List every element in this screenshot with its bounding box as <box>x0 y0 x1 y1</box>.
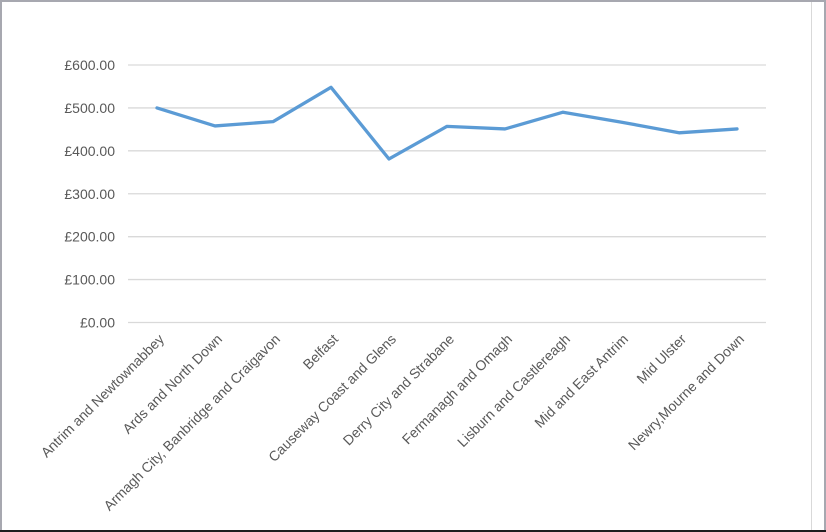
x-tick-label: Newry,Mourne and Down <box>625 331 747 453</box>
y-tick-label: £400.00 <box>64 143 115 159</box>
y-tick-label: £100.00 <box>64 272 115 288</box>
gridlines-group <box>128 64 766 324</box>
x-tick-label: Derry City and Strabane <box>340 331 458 449</box>
x-tick-label: Lisburn and Castlereagh <box>454 331 573 450</box>
x-tick-label: Fermanagh and Omagh <box>399 331 515 447</box>
x-tick-label: Ards and North Down <box>119 331 225 437</box>
y-tick-label: £600.00 <box>64 57 115 73</box>
data-line-series <box>155 85 739 161</box>
x-tick-label: Mid Ulster <box>633 331 689 387</box>
y-tick-label: £0.00 <box>80 315 115 331</box>
y-tick-label: £200.00 <box>64 229 115 245</box>
y-tick-label: £500.00 <box>64 100 115 116</box>
y-tick-label: £300.00 <box>64 186 115 202</box>
y-axis-tick-labels: £0.00 £100.00 £200.00 £300.00 £400.00 £500.00… <box>64 57 115 331</box>
x-tick-label: Belfast <box>300 331 342 373</box>
